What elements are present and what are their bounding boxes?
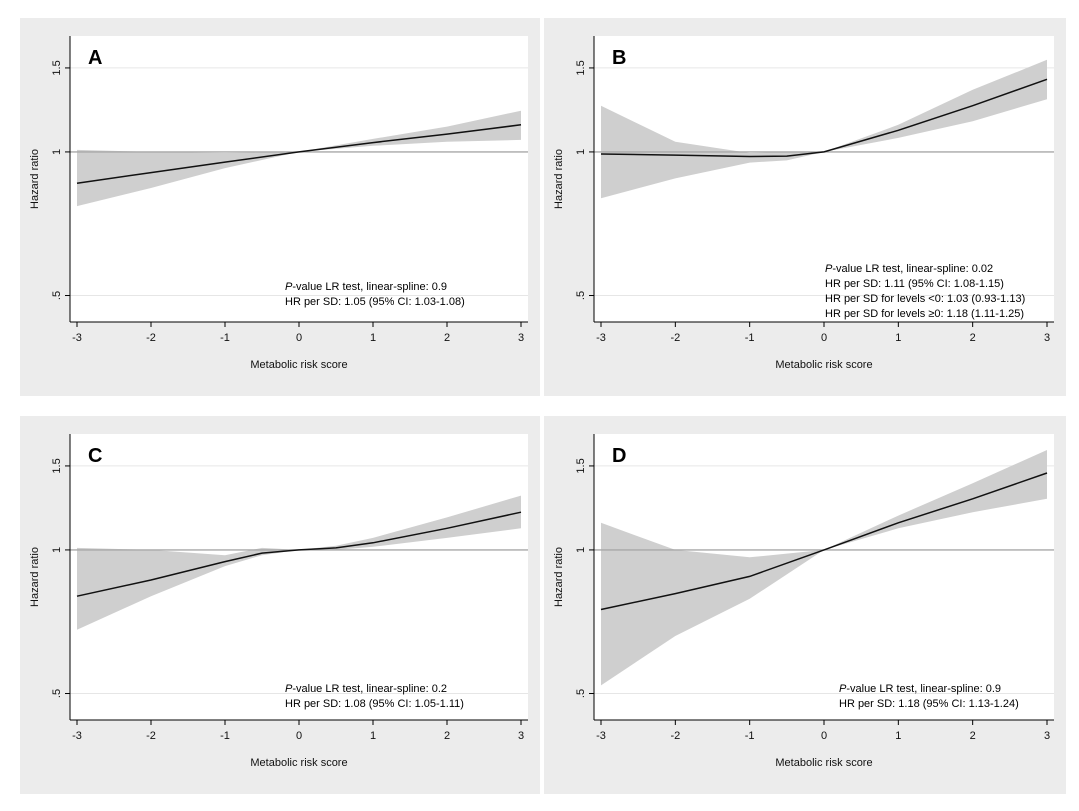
- x-tick-label: 1: [895, 332, 901, 344]
- x-tick-label: -1: [745, 332, 755, 344]
- x-axis-label: Metabolic risk score: [250, 359, 347, 371]
- confidence-band: [601, 450, 1047, 686]
- x-tick-label: -1: [745, 730, 755, 742]
- x-axis-label: Metabolic risk score: [775, 359, 872, 371]
- panel-label: A: [88, 47, 102, 69]
- x-tick-label: 0: [296, 332, 302, 344]
- panel-label: D: [612, 445, 626, 467]
- x-tick-label: 1: [370, 332, 376, 344]
- x-tick-label: 1: [370, 730, 376, 742]
- annotation-line: HR per SD: 1.08 (95% CI: 1.05-1.11): [285, 698, 464, 710]
- y-tick-label: .5: [575, 689, 587, 698]
- x-tick-label: 3: [518, 332, 524, 344]
- x-tick-label: 0: [821, 730, 827, 742]
- x-tick-label: 2: [970, 730, 976, 742]
- y-tick-label: 1.5: [51, 60, 63, 75]
- x-tick-label: -3: [72, 730, 82, 742]
- y-tick-label: .5: [51, 689, 63, 698]
- x-tick-label: 2: [970, 332, 976, 344]
- x-tick-label: -2: [670, 332, 680, 344]
- panel-label: B: [612, 47, 626, 69]
- chart-svg: -3 -2 -1 0 1 2 3 .5 1 1.5 Metabolic risk score Haza…: [29, 434, 528, 769]
- y-tick-label: 1: [51, 149, 63, 155]
- y-axis-label: Hazard ratio: [29, 547, 41, 607]
- x-tick-label: -1: [220, 332, 230, 344]
- chart-panel-a: -3 -2 -1 0 1 2 3 .5 1 1.5 Metabolic risk score Haza…: [20, 18, 540, 396]
- x-tick-label: 3: [518, 730, 524, 742]
- x-axis-label: Metabolic risk score: [775, 757, 872, 769]
- x-tick-label: 3: [1044, 332, 1050, 344]
- hazard-ratio-line: [600, 78, 1048, 158]
- annotation-line: HR per SD: 1.11 (95% CI: 1.08-1.15): [825, 278, 1004, 290]
- chart-svg: -3 -2 -1 0 1 2 3 .5 1 1.5 Metabolic risk score Haza…: [553, 36, 1054, 371]
- annotation-line: P-value LR test, linear-spline: 0.9: [285, 281, 447, 293]
- x-tick-label: -2: [146, 730, 156, 742]
- y-axis-label: Hazard ratio: [553, 547, 565, 607]
- x-tick-label: 0: [821, 332, 827, 344]
- x-axis-label: Metabolic risk score: [250, 757, 347, 769]
- y-tick-label: .5: [575, 291, 587, 300]
- x-tick-label: 0: [296, 730, 302, 742]
- confidence-band: [77, 495, 521, 630]
- y-tick-label: 1.5: [575, 458, 587, 473]
- x-tick-label: -2: [146, 332, 156, 344]
- chart-svg: -3 -2 -1 0 1 2 3 .5 1 1.5 Metabolic risk score Haza…: [29, 36, 528, 371]
- x-tick-label: -3: [596, 730, 606, 742]
- annotation-line: HR per SD: 1.05 (95% CI: 1.03-1.08): [285, 296, 465, 308]
- chart-panel-b: -3 -2 -1 0 1 2 3 .5 1 1.5 Metabolic risk score Haza…: [544, 18, 1066, 396]
- x-tick-label: -3: [596, 332, 606, 344]
- x-tick-label: 1: [895, 730, 901, 742]
- annotation-line: HR per SD for levels ≥0: 1.18 (1.11-1.25…: [825, 308, 1024, 320]
- annotation-line: P-value LR test, linear-spline: 0.02: [825, 263, 993, 275]
- x-tick-label: 3: [1044, 730, 1050, 742]
- x-tick-label: 2: [444, 730, 450, 742]
- chart-panel-d: -3 -2 -1 0 1 2 3 .5 1 1.5 Metabolic risk score Haza…: [544, 416, 1066, 794]
- x-tick-label: -1: [220, 730, 230, 742]
- y-axis-label: Hazard ratio: [29, 149, 41, 209]
- y-tick-label: 1: [575, 149, 587, 155]
- chart-panel-c: -3 -2 -1 0 1 2 3 .5 1 1.5 Metabolic risk score Haza…: [20, 416, 540, 794]
- annotation-line: HR per SD for levels <0: 1.03 (0.93-1.13…: [825, 293, 1025, 305]
- annotation-line: P-value LR test, linear-spline: 0.2: [285, 683, 447, 695]
- x-tick-label: -2: [670, 730, 680, 742]
- x-tick-label: -3: [72, 332, 82, 344]
- chart-svg: -3 -2 -1 0 1 2 3 .5 1 1.5 Metabolic risk score Haza…: [553, 434, 1054, 769]
- y-tick-label: 1: [51, 547, 63, 553]
- y-tick-label: 1.5: [51, 458, 63, 473]
- annotation-line: P-value LR test, linear-spline: 0.9: [839, 683, 1001, 695]
- confidence-band: [601, 59, 1047, 199]
- y-tick-label: 1: [575, 547, 587, 553]
- y-tick-label: .5: [51, 291, 63, 300]
- panel-label: C: [88, 445, 102, 467]
- x-tick-label: 2: [444, 332, 450, 344]
- annotation-line: HR per SD: 1.18 (95% CI: 1.13-1.24): [839, 698, 1019, 710]
- confidence-band: [77, 110, 521, 207]
- y-axis-label: Hazard ratio: [553, 149, 565, 209]
- y-tick-label: 1.5: [575, 60, 587, 75]
